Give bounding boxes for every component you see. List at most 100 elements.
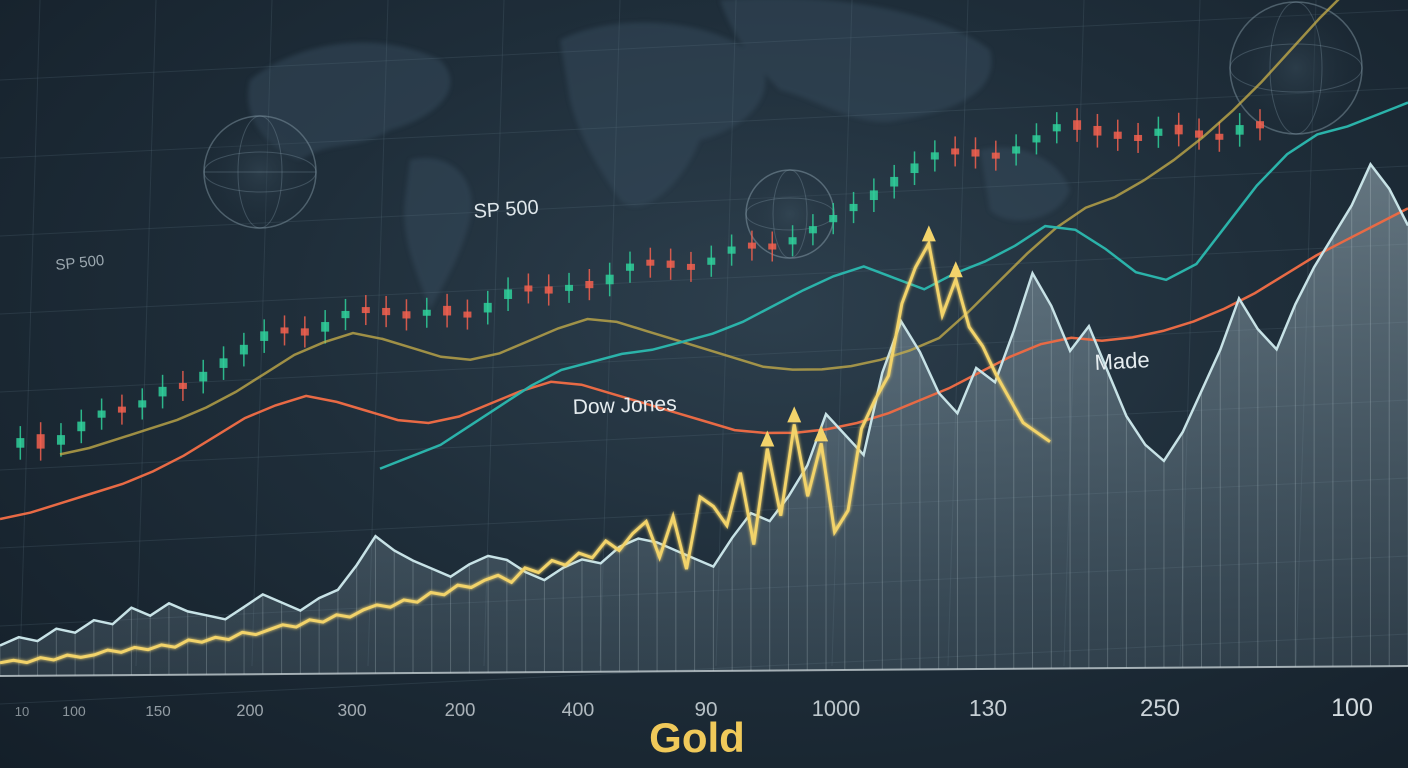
candle-down [1134,134,1143,141]
candle-down [1093,125,1102,136]
candle-up [930,152,939,160]
grid-line-h [0,399,1408,471]
grid-line-v [599,0,621,667]
candle-down [402,311,411,319]
candle-up [260,331,269,341]
candle-down [666,260,675,268]
arrow-up-icon [948,261,963,278]
candle-down [36,434,45,449]
candle-down [747,242,756,249]
candle-up [56,435,65,445]
candle-down [1256,121,1264,129]
x-tick-label: 10 [15,704,29,719]
candle-down [1073,120,1082,130]
grid-line-v [135,0,157,667]
candle-up [321,322,330,332]
candle-up [605,274,614,285]
candle-down [686,263,695,270]
world-map-background [248,0,1070,310]
arrow-up-icon [814,425,829,442]
series-line-gold [0,239,1051,665]
candle-down [544,286,553,294]
candle-down [117,406,126,413]
candle-up [77,421,86,432]
candle-down [463,311,472,318]
candle-up [219,358,228,368]
x-tick-label: 200 [445,699,476,720]
series-line-orange [0,207,1408,521]
x-tick-label: 100 [62,703,86,719]
globe-icon-right [1229,1,1363,135]
candle-down [1195,130,1204,138]
x-axis-baseline [0,665,1408,677]
grid-line-h [0,165,1408,237]
candle-up [422,309,431,316]
candle-up [199,371,208,382]
candle-up [1052,124,1061,132]
grid-line-h [0,321,1408,393]
x-tick-label: 300 [337,700,366,720]
candle-down [443,305,452,316]
candle-down [524,285,533,292]
candlestick-series [16,108,1264,461]
candle-up [341,310,350,319]
candle-up [16,438,25,448]
candle-up [849,203,858,212]
label-made: Made [1094,347,1150,375]
x-axis-ticks: 10 100 150 200 300 200 400 90 1000 130 250 100 [15,694,1373,722]
gold-spike-arrows [760,225,963,447]
arrow-up-icon [921,225,936,242]
candle-up [1154,128,1163,136]
x-tick-label: 400 [562,699,595,721]
candle-up [483,302,492,313]
series-line-olive [59,0,1340,456]
candle-up [565,284,574,291]
candle-up [1235,125,1244,135]
x-tick-label: 1000 [812,696,861,721]
globe-icon-left [203,115,317,229]
arrow-up-icon [787,406,802,423]
series-line-pale [0,161,1408,647]
candle-up [138,400,147,408]
candle-up [158,386,167,397]
x-tick-label: 90 [694,698,717,721]
candle-down [280,327,289,334]
candle-up [97,410,106,418]
x-tick-label: 250 [1140,695,1180,722]
grid-line-h [0,9,1408,81]
candle-up [808,226,817,234]
arrow-up-icon [760,430,775,447]
candle-up [869,190,878,201]
candle-up [727,246,736,254]
x-tick-label: 100 [1331,694,1373,722]
series-line-teal [379,101,1408,470]
candle-down [646,259,655,266]
candle-up [788,237,797,245]
candle-down [1174,124,1183,135]
grid-line-v [715,0,737,667]
candle-down [971,149,980,157]
candle-down [1113,131,1122,139]
label-sp500-left: SP 500 [55,252,105,274]
candle-up [1012,146,1021,154]
candle-down [178,382,187,389]
candle-up [890,176,899,187]
x-tick-label: 200 [236,702,263,720]
candle-up [626,263,634,271]
label-dow-jones: Dow Jones [572,392,677,419]
x-tick-label: 130 [969,695,1007,721]
globe-icon-center [745,169,835,259]
grid-line-v [19,0,41,667]
candle-down [951,148,960,155]
grid-line-h [0,243,1408,315]
candle-down [768,243,777,250]
candle-down [1215,133,1224,140]
chart-title: Gold [649,714,745,761]
series-area-pale [0,164,1408,677]
candle-up [829,215,838,223]
label-sp500-center: SP 500 [473,196,540,222]
candle-up [910,163,919,174]
candle-down [300,328,309,336]
